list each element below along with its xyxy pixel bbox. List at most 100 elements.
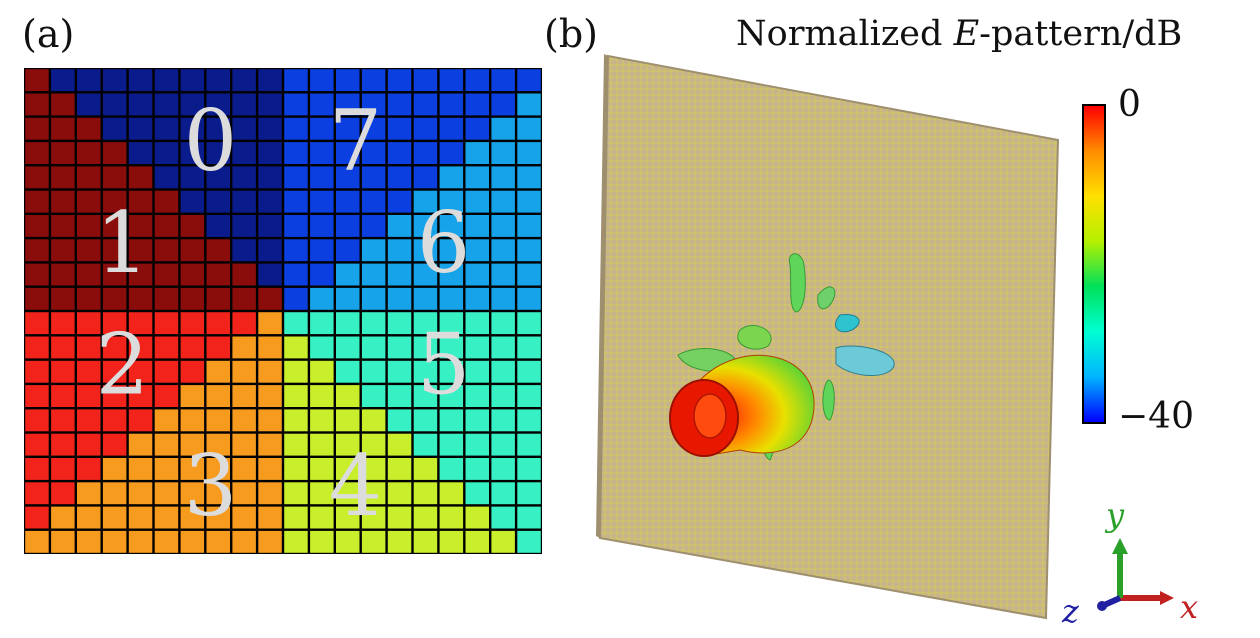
grid-cell	[154, 458, 179, 480]
grid-cell	[387, 93, 412, 116]
grid-cell	[128, 117, 153, 140]
grid-cell	[25, 482, 49, 505]
grid-cell	[258, 190, 282, 213]
colorbar-min-label: −40	[1118, 396, 1194, 437]
grid-cell	[465, 360, 489, 383]
grid-cell	[154, 482, 179, 505]
region-number-1: 1	[96, 194, 149, 292]
grid-cell	[180, 409, 205, 432]
grid-cell	[51, 530, 75, 553]
grid-cell	[128, 409, 153, 432]
grid-cell	[232, 482, 256, 505]
grid-cell	[361, 433, 386, 456]
grid-cell	[51, 69, 75, 92]
grid-cell	[465, 69, 489, 92]
main-lobe-tip-inner	[693, 393, 727, 439]
grid-cell	[258, 239, 282, 262]
grid-cell	[310, 433, 334, 456]
grid-cell	[284, 433, 308, 456]
grid-cell	[465, 287, 489, 310]
grid-cell	[258, 263, 282, 286]
grid-cell	[25, 69, 49, 92]
grid-cell	[465, 215, 489, 237]
grid-cell	[491, 166, 515, 189]
metasurface-plate	[598, 54, 1060, 620]
grid-cell	[439, 336, 464, 359]
grid-cell	[465, 409, 489, 432]
region-number-6: 6	[417, 194, 470, 292]
grid-cell	[310, 239, 334, 262]
grid-cell	[387, 482, 412, 505]
grid-cell	[361, 166, 386, 189]
grid-cell	[232, 506, 256, 529]
grid-cell	[517, 117, 541, 140]
grid-cell	[258, 530, 282, 553]
grid-cell	[336, 215, 360, 237]
grid-cell	[25, 336, 49, 359]
grid-cell	[361, 142, 386, 164]
grid-cell	[206, 117, 230, 140]
y-axis-label: y	[1104, 496, 1125, 534]
grid-cell	[128, 433, 153, 456]
grid-cell	[128, 215, 153, 237]
grid-cell	[51, 166, 75, 189]
grid-cell	[258, 69, 282, 92]
grid-cell	[361, 385, 386, 407]
grid-cell	[439, 287, 464, 310]
grid-cell	[310, 385, 334, 407]
grid-cell	[77, 360, 101, 383]
grid-cell	[51, 360, 75, 383]
grid-cell	[439, 93, 464, 116]
grid-cell	[77, 482, 101, 505]
side-lobe	[822, 379, 835, 421]
grid-cell	[517, 287, 541, 310]
grid-cell	[310, 530, 334, 553]
grid-cell	[232, 385, 256, 407]
grid-cell	[517, 506, 541, 529]
title-suffix: -pattern/dB	[979, 14, 1183, 54]
grid-cell	[102, 117, 127, 140]
grid-cell	[25, 433, 49, 456]
grid-cell	[258, 482, 282, 505]
grid-cell	[413, 93, 438, 116]
grid-cell	[284, 142, 308, 164]
grid-cell	[206, 482, 230, 505]
grid-cell	[51, 190, 75, 213]
grid-cell	[128, 239, 153, 262]
grid-cell	[232, 142, 256, 164]
grid-cell	[439, 263, 464, 286]
grid-cell	[413, 312, 438, 335]
grid-cell	[310, 190, 334, 213]
grid-cell	[284, 482, 308, 505]
grid-cell	[387, 336, 412, 359]
grid-cell	[439, 385, 464, 407]
grid-cell	[361, 93, 386, 116]
grid-cell	[102, 166, 127, 189]
grid-cell	[154, 93, 179, 116]
grid-cell	[77, 287, 101, 310]
grid-cell	[413, 215, 438, 237]
grid-cell	[387, 263, 412, 286]
grid-cell	[206, 69, 230, 92]
grid-cell	[25, 215, 49, 237]
grid-cell	[258, 93, 282, 116]
grid-cell	[413, 166, 438, 189]
grid-cell	[439, 166, 464, 189]
grid-cell	[336, 482, 360, 505]
grid-cell	[154, 239, 179, 262]
grid-cell	[232, 69, 256, 92]
colorbar	[1082, 104, 1106, 424]
grid-cell	[387, 190, 412, 213]
panel-b-label: (b)	[544, 12, 598, 56]
metasurface-3d-view	[596, 54, 1060, 620]
grid-cell	[336, 433, 360, 456]
grid-cell	[154, 142, 179, 164]
grid-cell	[387, 360, 412, 383]
grid-cell	[180, 239, 205, 262]
grid-cell	[102, 530, 127, 553]
grid-cell	[413, 287, 438, 310]
grid-cell	[154, 409, 179, 432]
grid-cell	[361, 312, 386, 335]
grid-cell	[258, 287, 282, 310]
grid-cell	[232, 215, 256, 237]
